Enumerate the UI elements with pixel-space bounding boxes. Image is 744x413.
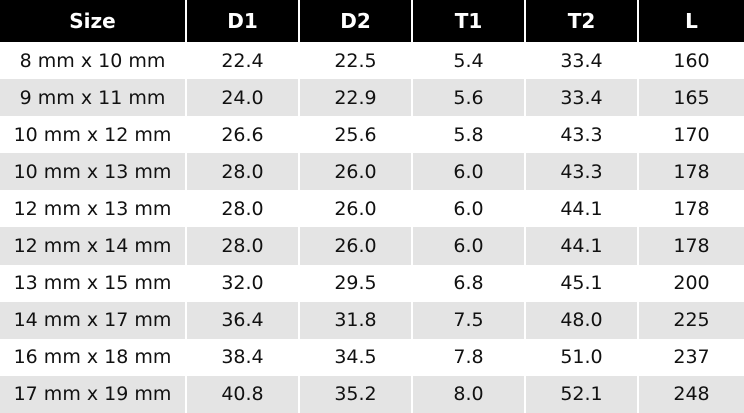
table-row: 16 mm x 18 mm 38.4 34.5 7.8 51.0 237 <box>0 338 744 376</box>
value-cell: 178 <box>637 190 744 228</box>
size-cell: 14 mm x 17 mm <box>0 301 186 339</box>
header-row: Size D1 D2 T1 T2 L <box>0 0 744 42</box>
size-cell: 10 mm x 12 mm <box>0 116 186 154</box>
table-row: 12 mm x 13 mm 28.0 26.0 6.0 44.1 178 <box>0 190 744 228</box>
value-cell: 26.0 <box>298 227 412 265</box>
value-cell: 5.4 <box>411 42 525 80</box>
value-cell: 26.0 <box>298 190 412 228</box>
table-row: 10 mm x 12 mm 26.6 25.6 5.8 43.3 170 <box>0 116 744 154</box>
value-cell: 160 <box>637 42 744 80</box>
value-cell: 33.4 <box>524 42 638 80</box>
value-cell: 8.0 <box>411 375 525 413</box>
value-cell: 35.2 <box>298 375 412 413</box>
value-cell: 225 <box>637 301 744 339</box>
table-row: 13 mm x 15 mm 32.0 29.5 6.8 45.1 200 <box>0 264 744 302</box>
header-cell: L <box>637 0 744 42</box>
value-cell: 237 <box>637 338 744 376</box>
value-cell: 29.5 <box>298 264 412 302</box>
header-cell: D1 <box>185 0 299 42</box>
value-cell: 31.8 <box>298 301 412 339</box>
value-cell: 5.6 <box>411 79 525 117</box>
value-cell: 6.0 <box>411 190 525 228</box>
value-cell: 28.0 <box>185 227 299 265</box>
table-header: Size D1 D2 T1 T2 L <box>0 0 744 42</box>
value-cell: 7.8 <box>411 338 525 376</box>
value-cell: 165 <box>637 79 744 117</box>
value-cell: 48.0 <box>524 301 638 339</box>
size-cell: 10 mm x 13 mm <box>0 153 186 191</box>
header-cell: Size <box>0 0 186 42</box>
size-cell: 16 mm x 18 mm <box>0 338 186 376</box>
table-row: 17 mm x 19 mm 40.8 35.2 8.0 52.1 248 <box>0 375 744 413</box>
value-cell: 200 <box>637 264 744 302</box>
value-cell: 26.6 <box>185 116 299 154</box>
value-cell: 28.0 <box>185 153 299 191</box>
value-cell: 32.0 <box>185 264 299 302</box>
table-row: 8 mm x 10 mm 22.4 22.5 5.4 33.4 160 <box>0 42 744 80</box>
size-cell: 8 mm x 10 mm <box>0 42 186 80</box>
header-cell: T1 <box>411 0 525 42</box>
value-cell: 24.0 <box>185 79 299 117</box>
value-cell: 6.8 <box>411 264 525 302</box>
size-cell: 12 mm x 14 mm <box>0 227 186 265</box>
table-row: 9 mm x 11 mm 24.0 22.9 5.6 33.4 165 <box>0 79 744 117</box>
value-cell: 5.8 <box>411 116 525 154</box>
value-cell: 178 <box>637 153 744 191</box>
header-cell: D2 <box>298 0 412 42</box>
value-cell: 178 <box>637 227 744 265</box>
value-cell: 43.3 <box>524 116 638 154</box>
value-cell: 22.9 <box>298 79 412 117</box>
value-cell: 22.4 <box>185 42 299 80</box>
value-cell: 52.1 <box>524 375 638 413</box>
value-cell: 36.4 <box>185 301 299 339</box>
value-cell: 248 <box>637 375 744 413</box>
value-cell: 51.0 <box>524 338 638 376</box>
value-cell: 33.4 <box>524 79 638 117</box>
table-row: 14 mm x 17 mm 36.4 31.8 7.5 48.0 225 <box>0 301 744 339</box>
size-cell: 13 mm x 15 mm <box>0 264 186 302</box>
value-cell: 44.1 <box>524 190 638 228</box>
table-row: 10 mm x 13 mm 28.0 26.0 6.0 43.3 178 <box>0 153 744 191</box>
value-cell: 25.6 <box>298 116 412 154</box>
value-cell: 6.0 <box>411 153 525 191</box>
value-cell: 43.3 <box>524 153 638 191</box>
size-cell: 12 mm x 13 mm <box>0 190 186 228</box>
value-cell: 170 <box>637 116 744 154</box>
value-cell: 34.5 <box>298 338 412 376</box>
size-cell: 9 mm x 11 mm <box>0 79 186 117</box>
table-body: 8 mm x 10 mm 22.4 22.5 5.4 33.4 160 9 mm x 11 … <box>0 42 744 413</box>
value-cell: 7.5 <box>411 301 525 339</box>
size-cell: 17 mm x 19 mm <box>0 375 186 413</box>
value-cell: 38.4 <box>185 338 299 376</box>
value-cell: 40.8 <box>185 375 299 413</box>
value-cell: 45.1 <box>524 264 638 302</box>
value-cell: 26.0 <box>298 153 412 191</box>
value-cell: 28.0 <box>185 190 299 228</box>
table-row: 12 mm x 14 mm 28.0 26.0 6.0 44.1 178 <box>0 227 744 265</box>
value-cell: 22.5 <box>298 42 412 80</box>
value-cell: 6.0 <box>411 227 525 265</box>
header-cell: T2 <box>524 0 638 42</box>
value-cell: 44.1 <box>524 227 638 265</box>
